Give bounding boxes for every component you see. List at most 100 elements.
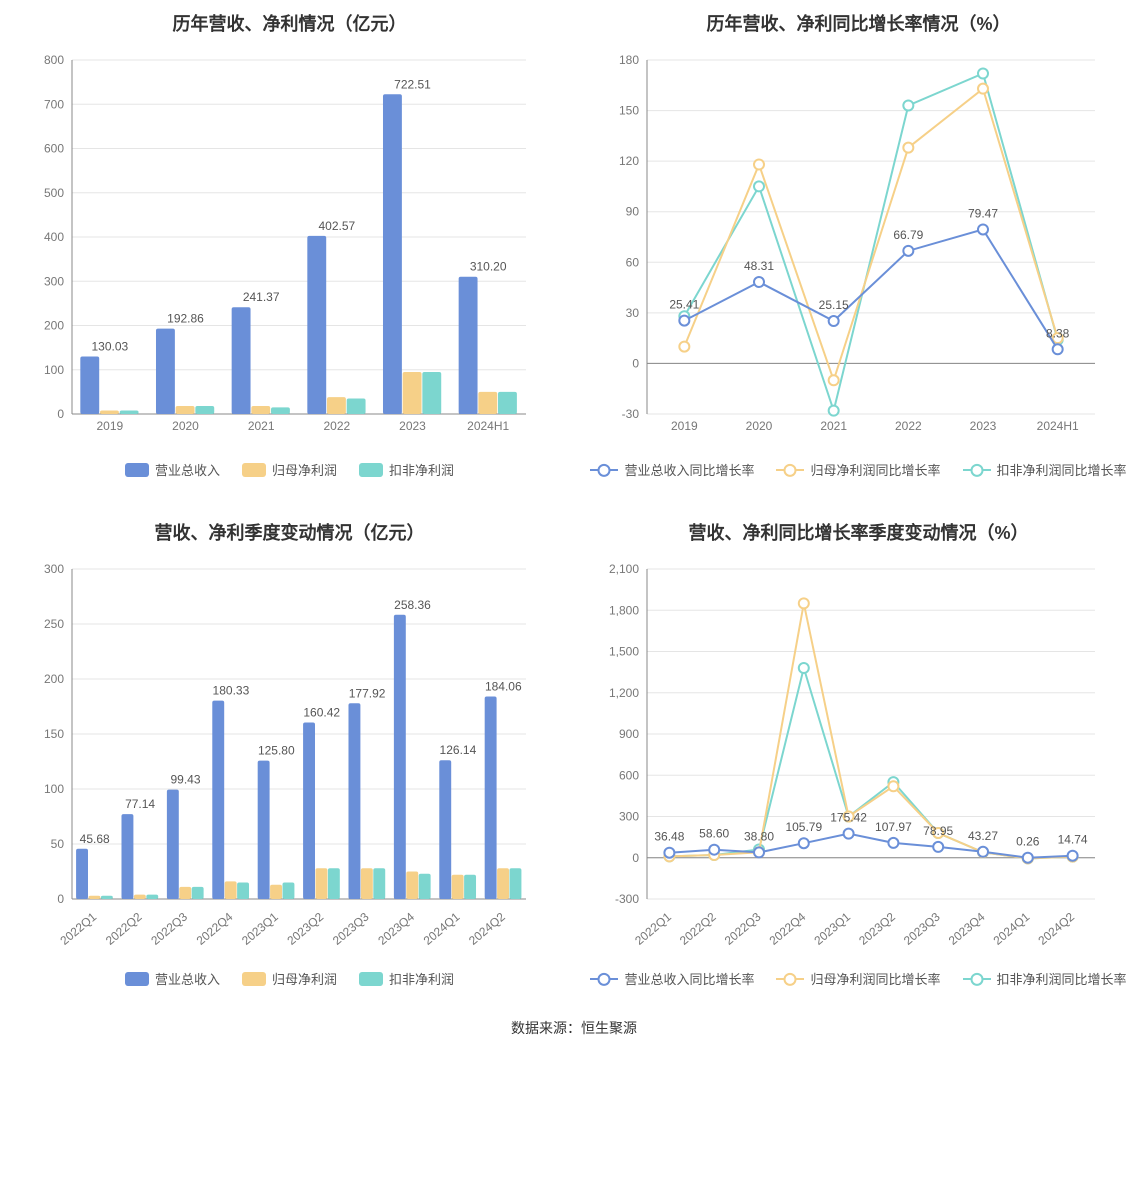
svg-text:2023Q1: 2023Q1 <box>811 909 853 947</box>
legend-item: 扣非净利润同比增长率 <box>963 969 1127 988</box>
svg-text:2022: 2022 <box>895 419 922 433</box>
svg-text:500: 500 <box>44 186 64 200</box>
svg-text:58.60: 58.60 <box>699 827 729 841</box>
legend-label: 营业总收入同比增长率 <box>624 460 754 479</box>
svg-text:2024Q1: 2024Q1 <box>991 909 1033 947</box>
chart3-body: 05010015020025030045.682022Q177.142022Q2… <box>20 559 559 959</box>
legend-item: 营业总收入同比增长率 <box>590 969 754 988</box>
legend-label: 归母净利润 <box>272 460 337 479</box>
legend-item: 扣非净利润同比增长率 <box>963 460 1127 479</box>
svg-text:8.38: 8.38 <box>1046 326 1070 340</box>
svg-text:2024Q1: 2024Q1 <box>421 909 463 947</box>
svg-text:180.33: 180.33 <box>213 684 250 698</box>
panel-chart2: 历年营收、净利同比增长率情况（%） -30030609012015018025.… <box>589 10 1128 479</box>
legend-label: 扣非净利润同比增长率 <box>997 460 1127 479</box>
svg-text:2020: 2020 <box>746 419 773 433</box>
footer-note: 数据来源：恒生聚源 <box>20 1018 1128 1038</box>
svg-text:184.06: 184.06 <box>485 680 522 694</box>
svg-text:700: 700 <box>44 97 64 111</box>
svg-text:175.42: 175.42 <box>830 811 867 825</box>
svg-text:130.03: 130.03 <box>91 339 128 353</box>
chart3-legend: 营业总收入归母净利润扣非净利润 <box>20 969 559 988</box>
svg-text:2024Q2: 2024Q2 <box>1035 909 1077 947</box>
svg-text:0: 0 <box>57 892 64 906</box>
svg-text:258.36: 258.36 <box>394 598 431 612</box>
svg-text:2023Q4: 2023Q4 <box>375 909 417 947</box>
svg-text:0: 0 <box>57 407 64 421</box>
svg-text:14.74: 14.74 <box>1058 833 1088 847</box>
svg-text:0.26: 0.26 <box>1016 835 1040 849</box>
legend-swatch <box>963 978 991 980</box>
legend-item: 营业总收入同比增长率 <box>590 460 754 479</box>
legend-swatch <box>359 972 383 986</box>
chart4-legend: 营业总收入同比增长率 归母净利润同比增长率 扣非净利润同比增长率 <box>589 969 1128 988</box>
svg-text:2024Q2: 2024Q2 <box>466 909 508 947</box>
svg-text:36.48: 36.48 <box>654 830 684 844</box>
svg-text:90: 90 <box>626 205 640 219</box>
svg-text:2024H1: 2024H1 <box>1037 419 1079 433</box>
svg-text:-30: -30 <box>622 407 640 421</box>
svg-text:2022Q2: 2022Q2 <box>103 909 145 947</box>
svg-text:150: 150 <box>44 727 64 741</box>
svg-text:1,800: 1,800 <box>609 603 639 617</box>
svg-text:200: 200 <box>44 672 64 686</box>
svg-text:2022Q3: 2022Q3 <box>148 909 190 947</box>
legend-label: 归母净利润同比增长率 <box>810 969 940 988</box>
legend-swatch <box>242 972 266 986</box>
svg-text:177.92: 177.92 <box>349 686 386 700</box>
chart1-body: 0100200300400500600700800130.032019192.8… <box>20 50 559 450</box>
svg-text:105.79: 105.79 <box>785 820 822 834</box>
svg-text:2023Q1: 2023Q1 <box>239 909 281 947</box>
svg-text:2022Q1: 2022Q1 <box>632 909 674 947</box>
chart3-title: 营收、净利季度变动情况（亿元） <box>20 519 559 545</box>
legend-item: 营业总收入 <box>125 460 220 479</box>
chart4-title: 营收、净利同比增长率季度变动情况（%） <box>589 519 1128 545</box>
svg-text:2023Q3: 2023Q3 <box>901 909 943 947</box>
chart-grid: 历年营收、净利情况（亿元） 01002003004005006007008001… <box>20 10 1128 988</box>
svg-text:0: 0 <box>632 851 639 865</box>
svg-text:300: 300 <box>44 562 64 576</box>
legend-swatch <box>125 972 149 986</box>
svg-text:150: 150 <box>619 104 639 118</box>
legend-label: 归母净利润 <box>272 969 337 988</box>
svg-text:250: 250 <box>44 617 64 631</box>
chart2-title: 历年营收、净利同比增长率情况（%） <box>589 10 1128 36</box>
svg-text:600: 600 <box>44 142 64 156</box>
svg-text:200: 200 <box>44 319 64 333</box>
svg-text:400: 400 <box>44 230 64 244</box>
svg-text:241.37: 241.37 <box>243 290 280 304</box>
chart1-title: 历年营收、净利情况（亿元） <box>20 10 559 36</box>
svg-text:2021: 2021 <box>248 419 275 433</box>
svg-text:45.68: 45.68 <box>80 832 110 846</box>
legend-item: 扣非净利润 <box>359 460 454 479</box>
svg-text:125.80: 125.80 <box>258 744 295 758</box>
legend-swatch <box>776 469 804 471</box>
legend-label: 扣非净利润 <box>389 969 454 988</box>
chart4-body: -30003006009001,2001,5001,8002,10036.485… <box>589 559 1128 959</box>
svg-text:2022Q4: 2022Q4 <box>194 909 236 947</box>
legend-swatch <box>590 469 618 471</box>
svg-text:78.95: 78.95 <box>923 824 953 838</box>
svg-text:2023Q3: 2023Q3 <box>330 909 372 947</box>
chart1-legend: 营业总收入 归母净利润 扣非净利润 <box>20 460 559 479</box>
legend-swatch <box>590 978 618 980</box>
svg-text:1,500: 1,500 <box>609 645 639 659</box>
svg-text:0: 0 <box>632 356 639 370</box>
panel-chart3: 营收、净利季度变动情况（亿元） 05010015020025030045.682… <box>20 519 559 988</box>
svg-text:30: 30 <box>626 306 640 320</box>
svg-text:2021: 2021 <box>820 419 847 433</box>
svg-text:99.43: 99.43 <box>170 773 200 787</box>
chart2-legend: 营业总收入同比增长率归母净利润同比增长率扣非净利润同比增长率 <box>589 460 1128 479</box>
svg-text:48.31: 48.31 <box>744 259 774 273</box>
svg-text:300: 300 <box>44 274 64 288</box>
svg-text:722.51: 722.51 <box>394 77 431 91</box>
panel-chart4: 营收、净利同比增长率季度变动情况（%） -30003006009001,2001… <box>589 519 1128 988</box>
chart2-body: -30030609012015018025.4148.3125.1566.797… <box>589 50 1128 450</box>
svg-text:2023Q2: 2023Q2 <box>856 909 898 947</box>
svg-text:2023Q2: 2023Q2 <box>284 909 326 947</box>
svg-text:2022Q2: 2022Q2 <box>677 909 719 947</box>
svg-text:77.14: 77.14 <box>125 797 155 811</box>
legend-swatch <box>242 463 266 477</box>
svg-text:50: 50 <box>51 837 65 851</box>
legend-label: 营业总收入 <box>155 460 220 479</box>
